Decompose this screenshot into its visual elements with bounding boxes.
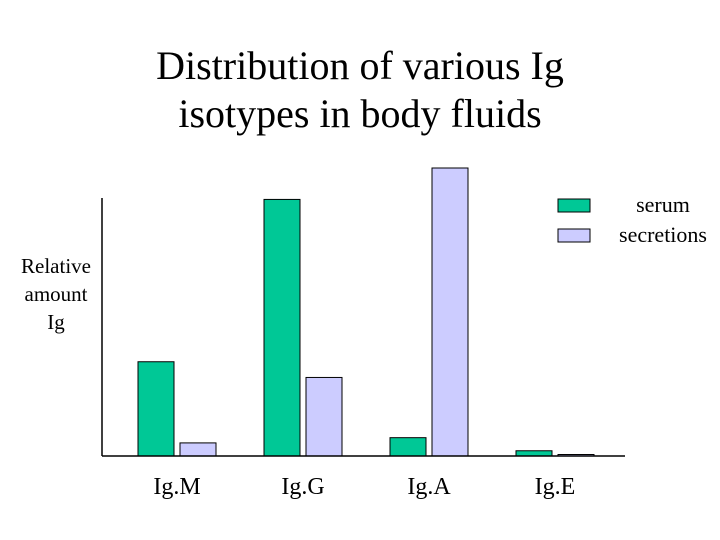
y-axis-label-line-3: Ig	[47, 310, 65, 334]
bar-serum-igm	[137, 361, 175, 457]
bar-serum-ige	[515, 450, 553, 457]
chart-title-line-1: Distribution of various Ig	[156, 43, 564, 88]
x-tick-label: Ig.E	[535, 474, 576, 500]
x-tick-labels: Ig.M Ig.G Ig.A Ig.E	[153, 474, 575, 500]
y-axis-label-line-1: Relative	[21, 254, 91, 278]
bar-secretions-igm	[179, 442, 217, 457]
x-tick-label: Ig.G	[281, 474, 324, 500]
x-tick-label: Ig.M	[153, 474, 200, 500]
chart-title-line-2: isotypes in body fluids	[178, 91, 542, 136]
legend-swatch-serum	[557, 198, 591, 213]
chart-title: Distribution of various Ig isotypes in b…	[0, 42, 720, 138]
legend-label-serum: serum	[636, 192, 690, 217]
bar-serum-iga	[389, 437, 427, 457]
legend-label-secretions: secretions	[619, 222, 707, 247]
legend: serum secretions	[557, 192, 707, 247]
y-axis-label: Relative amount Ig	[6, 252, 106, 336]
bar-secretions-iga	[431, 167, 469, 457]
x-tick-label: Ig.A	[407, 474, 451, 500]
bars-group	[137, 167, 595, 457]
legend-swatch-secretions	[557, 228, 591, 243]
y-axis-label-line-2: amount	[24, 282, 88, 306]
bar-secretions-igg	[305, 376, 343, 457]
bar-serum-igg	[263, 198, 301, 457]
